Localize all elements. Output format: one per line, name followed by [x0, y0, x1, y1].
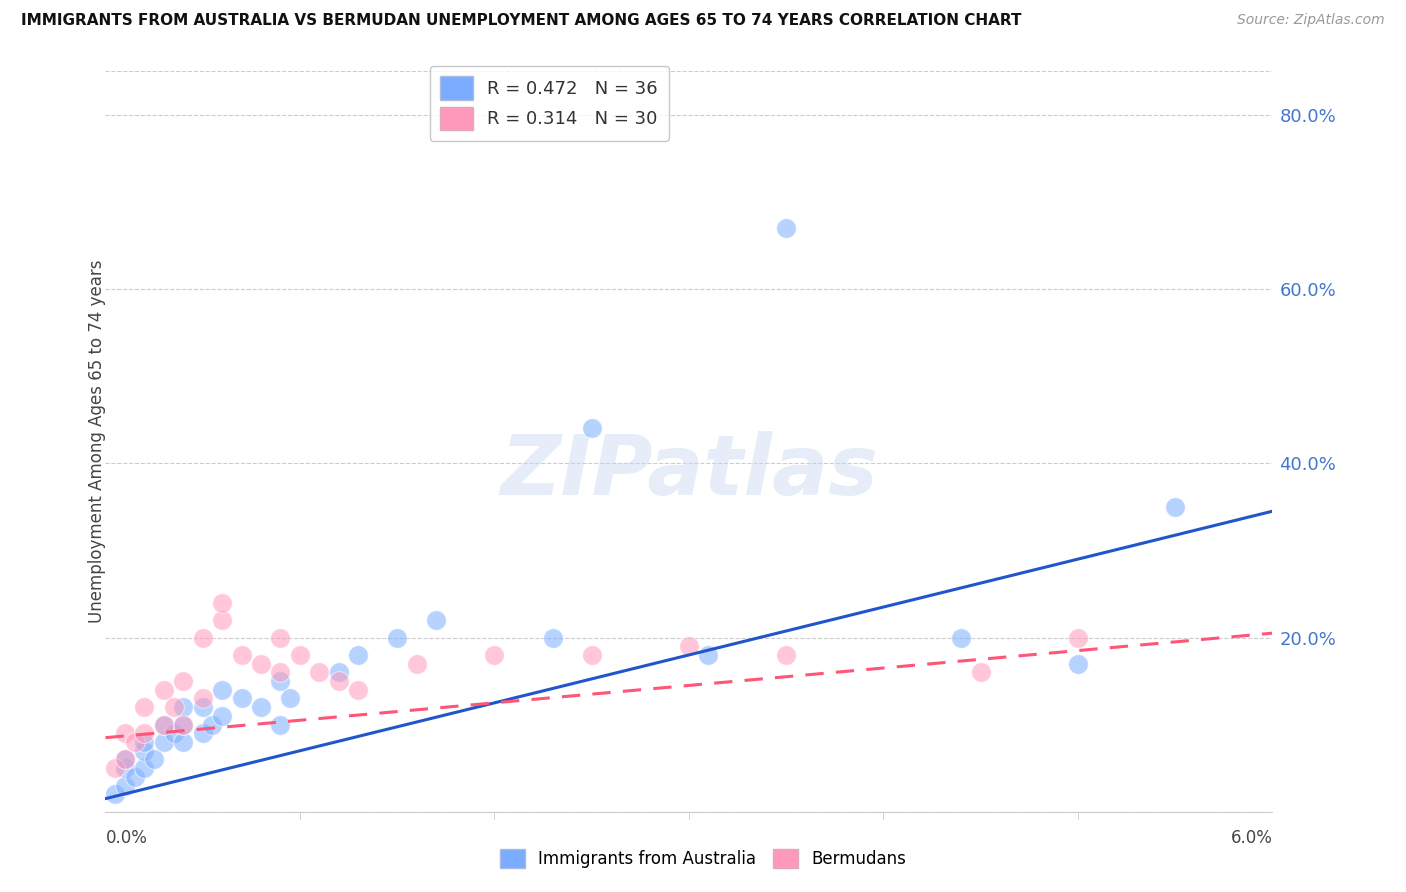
- Point: [201, 717, 224, 731]
- Point: [950, 631, 973, 645]
- Point: [191, 700, 214, 714]
- Point: [308, 665, 330, 680]
- Point: [134, 700, 156, 714]
- Point: [484, 648, 506, 662]
- Point: [1067, 657, 1090, 671]
- Text: Source: ZipAtlas.com: Source: ZipAtlas.com: [1237, 13, 1385, 28]
- Point: [1067, 631, 1090, 645]
- Point: [134, 744, 156, 758]
- Point: [114, 752, 136, 766]
- Point: [153, 717, 174, 731]
- Point: [231, 691, 253, 706]
- Point: [231, 648, 253, 662]
- Point: [211, 709, 233, 723]
- Point: [114, 779, 136, 793]
- Text: IMMIGRANTS FROM AUSTRALIA VS BERMUDAN UNEMPLOYMENT AMONG AGES 65 TO 74 YEARS COR: IMMIGRANTS FROM AUSTRALIA VS BERMUDAN UN…: [21, 13, 1022, 29]
- Point: [250, 657, 273, 671]
- Point: [172, 674, 194, 689]
- Point: [385, 631, 408, 645]
- Text: ZIPatlas: ZIPatlas: [501, 431, 877, 512]
- Point: [775, 648, 797, 662]
- Point: [134, 761, 156, 775]
- Point: [678, 639, 700, 653]
- Point: [114, 726, 136, 740]
- Point: [347, 648, 370, 662]
- Point: [269, 717, 292, 731]
- Point: [114, 761, 136, 775]
- Point: [970, 665, 993, 680]
- Point: [1164, 500, 1187, 514]
- Point: [124, 735, 146, 749]
- Point: [211, 596, 233, 610]
- Point: [541, 631, 564, 645]
- Point: [405, 657, 427, 671]
- Point: [250, 700, 273, 714]
- Point: [172, 700, 194, 714]
- Text: 0.0%: 0.0%: [105, 829, 148, 847]
- Point: [581, 421, 603, 435]
- Legend: Immigrants from Australia, Bermudans: Immigrants from Australia, Bermudans: [494, 842, 912, 875]
- Point: [143, 752, 166, 766]
- Point: [104, 761, 127, 775]
- Point: [153, 682, 174, 697]
- Point: [269, 665, 292, 680]
- Point: [191, 726, 214, 740]
- Point: [153, 735, 174, 749]
- Point: [114, 752, 136, 766]
- Point: [211, 682, 233, 697]
- Point: [581, 648, 603, 662]
- Point: [211, 613, 233, 627]
- Point: [104, 787, 127, 801]
- Point: [134, 726, 156, 740]
- Point: [425, 613, 447, 627]
- Point: [162, 700, 184, 714]
- Point: [328, 674, 350, 689]
- Point: [124, 770, 146, 784]
- Legend: R = 0.472   N = 36, R = 0.314   N = 30: R = 0.472 N = 36, R = 0.314 N = 30: [430, 66, 669, 141]
- Point: [775, 221, 797, 235]
- Point: [172, 717, 194, 731]
- Point: [288, 648, 311, 662]
- Point: [172, 735, 194, 749]
- Point: [162, 726, 184, 740]
- Point: [172, 717, 194, 731]
- Point: [191, 691, 214, 706]
- Point: [269, 674, 292, 689]
- Y-axis label: Unemployment Among Ages 65 to 74 years: Unemployment Among Ages 65 to 74 years: [89, 260, 105, 624]
- Point: [697, 648, 720, 662]
- Point: [269, 631, 292, 645]
- Point: [347, 682, 370, 697]
- Point: [328, 665, 350, 680]
- Point: [134, 735, 156, 749]
- Text: 6.0%: 6.0%: [1230, 829, 1272, 847]
- Point: [191, 631, 214, 645]
- Point: [278, 691, 301, 706]
- Point: [153, 717, 174, 731]
